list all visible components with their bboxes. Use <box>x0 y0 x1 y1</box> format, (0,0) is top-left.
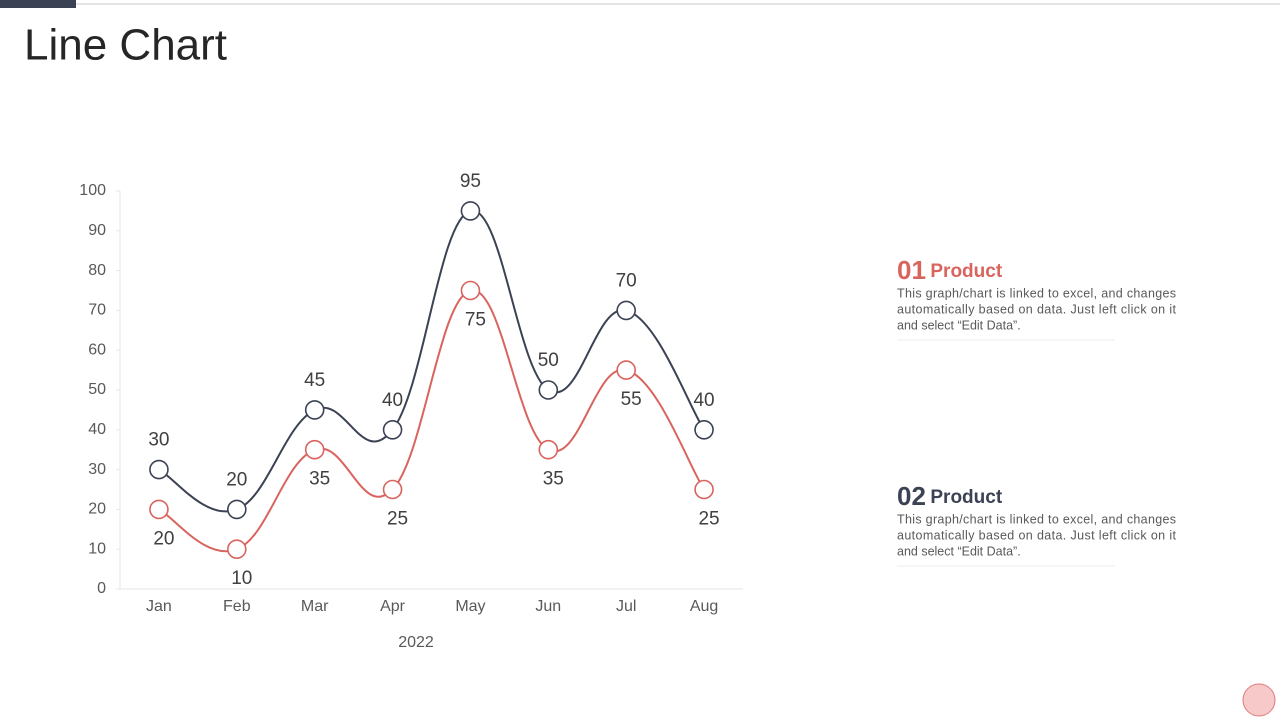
y-tick-label: 30 <box>88 461 106 478</box>
y-tick-label: 80 <box>88 262 106 279</box>
y-tick-label: 20 <box>88 501 106 518</box>
y-tick-label: 50 <box>88 381 106 398</box>
slide-title: Line Chart <box>24 21 227 70</box>
y-tick-label: 60 <box>88 341 106 358</box>
data-point <box>382 419 403 440</box>
data-point <box>694 419 714 440</box>
legend-number: 02 <box>897 481 926 511</box>
x-tick-label: May <box>455 598 485 615</box>
data-point <box>616 360 636 380</box>
data-label: 45 <box>304 370 325 391</box>
corner-decoration <box>1242 683 1276 717</box>
data-label: 50 <box>538 350 559 371</box>
data-point <box>304 439 325 460</box>
x-tick-label: Apr <box>380 598 406 615</box>
data-point <box>149 499 169 520</box>
legend-number: 01 <box>897 255 926 285</box>
data-label: 70 <box>616 270 637 291</box>
data-point <box>538 380 559 400</box>
data-label: 35 <box>309 469 330 490</box>
x-tick-label: Mar <box>301 598 329 615</box>
x-tick-label: Aug <box>690 598 718 615</box>
y-tick-label: 10 <box>88 540 106 557</box>
legend-description: automatically based on data. Just left c… <box>897 528 1177 542</box>
data-label: 75 <box>465 310 486 331</box>
data-label: 20 <box>226 469 247 490</box>
data-point <box>149 459 169 480</box>
data-point <box>460 201 481 221</box>
legend-name: Product <box>930 261 1002 282</box>
data-label: 35 <box>543 469 564 490</box>
data-point <box>694 479 714 500</box>
data-label: 25 <box>387 509 408 530</box>
legend-description: automatically based on data. Just left c… <box>897 302 1177 316</box>
legend-title: 01 Product <box>897 255 1003 285</box>
y-tick-label: 0 <box>97 580 106 597</box>
legend-description: This graph/chart is linked to excel, and… <box>897 512 1176 526</box>
legend-description: This graph/chart is linked to excel, and… <box>897 286 1176 300</box>
data-label: 40 <box>382 390 403 411</box>
legend-description: and select “Edit Data”. <box>897 544 1021 558</box>
accent-bar <box>0 0 76 8</box>
y-tick-label: 40 <box>88 421 106 438</box>
y-tick-label: 70 <box>88 302 106 319</box>
data-point <box>304 400 325 420</box>
data-point <box>227 539 247 560</box>
legend-description: and select “Edit Data”. <box>897 318 1021 332</box>
x-tick-label: Jan <box>146 598 172 615</box>
y-tick-label: 90 <box>88 222 106 239</box>
y-tick-label: 100 <box>79 182 106 199</box>
data-label: 20 <box>153 528 174 549</box>
x-tick-label: Feb <box>223 598 251 615</box>
data-label: 10 <box>231 568 252 589</box>
data-label: 25 <box>698 509 719 530</box>
legend-name: Product <box>930 487 1002 508</box>
data-point <box>227 499 247 520</box>
data-point <box>460 280 481 301</box>
x-axis-label: 2022 <box>398 634 434 651</box>
series-line <box>158 289 705 553</box>
data-point <box>382 479 403 500</box>
legend-title: 02 Product <box>897 481 1003 511</box>
x-tick-label: Jun <box>535 598 561 615</box>
data-label: 95 <box>460 171 481 192</box>
data-label: 55 <box>621 389 642 410</box>
data-point <box>616 300 636 321</box>
series-line <box>158 209 705 513</box>
data-label: 30 <box>148 430 169 451</box>
data-label: 40 <box>693 390 714 411</box>
x-tick-label: Jul <box>616 598 636 615</box>
data-point <box>538 439 559 460</box>
